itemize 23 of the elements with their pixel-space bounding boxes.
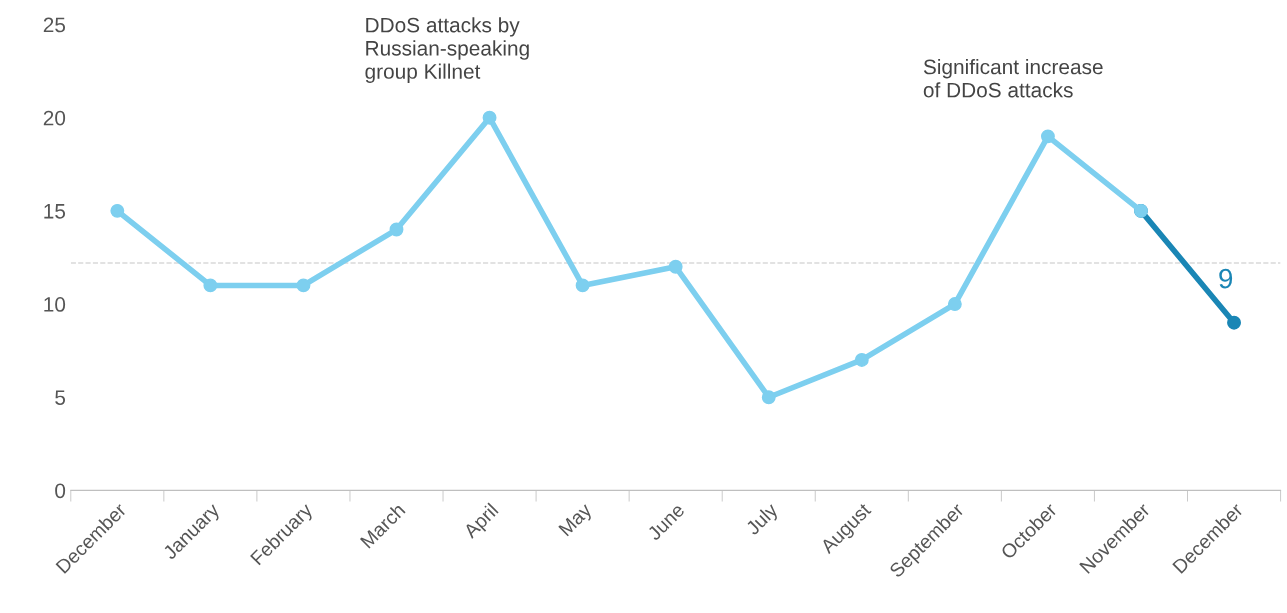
point [854, 353, 869, 367]
data-label: 9 [1219, 268, 1233, 289]
annotation: Significant increase of DDoS attacks [923, 58, 1103, 98]
y-tick-label: 25 [43, 17, 66, 33]
point [110, 203, 125, 218]
x-tick-label: May [558, 502, 596, 540]
point [761, 390, 776, 405]
y-tick-label: 10 [44, 297, 66, 312]
y-tick-label: 15 [44, 204, 66, 219]
point [389, 222, 404, 237]
point [947, 297, 962, 311]
point [1040, 129, 1055, 144]
point [296, 278, 311, 293]
annotation: DDoS attacks by Russian-speaking group Killnet [365, 17, 529, 83]
x-tick-label: July [744, 501, 782, 539]
point [482, 110, 497, 125]
y-tick-label: 20 [43, 110, 66, 126]
point [575, 278, 590, 293]
y-tick-label: 0 [55, 483, 66, 499]
point [668, 259, 683, 274]
point [203, 278, 218, 293]
y-tick-label: 5 [55, 390, 66, 405]
point [1227, 315, 1241, 330]
